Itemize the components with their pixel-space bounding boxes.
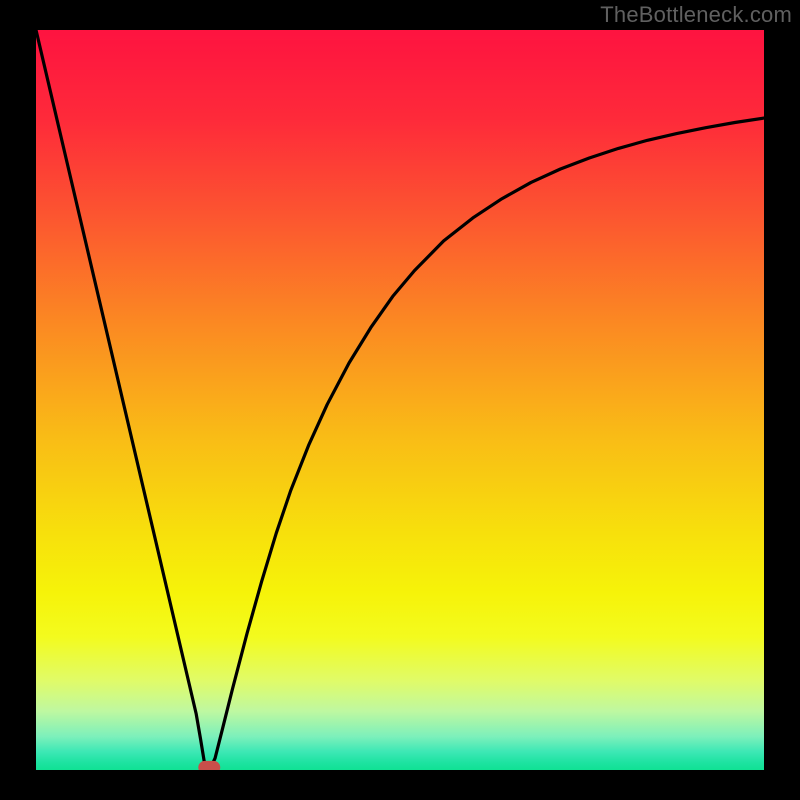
plot-area <box>36 30 764 770</box>
chart-svg <box>0 0 800 800</box>
attribution-label: TheBottleneck.com <box>600 2 792 28</box>
chart-canvas: TheBottleneck.com <box>0 0 800 800</box>
